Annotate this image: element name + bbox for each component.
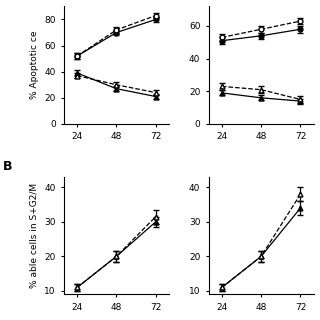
Y-axis label: % Apoptotic ce: % Apoptotic ce <box>30 31 39 100</box>
Text: B: B <box>3 160 13 173</box>
Y-axis label: % able cells in S+G2/M: % able cells in S+G2/M <box>30 183 39 288</box>
